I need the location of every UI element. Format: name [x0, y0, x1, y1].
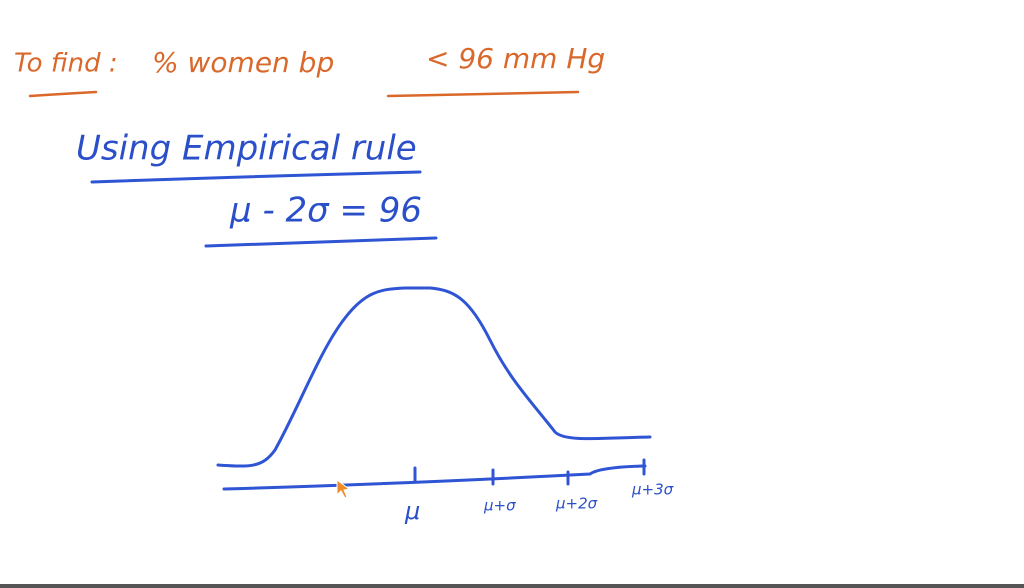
heading-label: To find : [14, 49, 118, 79]
cursor [336, 479, 351, 499]
tick-marks [413, 458, 646, 486]
axis-label: μ+σ [483, 497, 516, 515]
bell-curve [216, 286, 652, 468]
axis-label: μ [404, 497, 420, 525]
heading-text: % women bp [152, 46, 334, 79]
underline [204, 236, 438, 248]
underline [90, 170, 422, 184]
axis-line [222, 464, 647, 491]
heading-condition: < 96 mm Hg [426, 42, 605, 75]
method-equation: μ - 2σ = 96 [229, 191, 422, 231]
axis-label: μ+3σ [631, 481, 674, 499]
bottom-bar [0, 584, 1024, 588]
underline [386, 90, 580, 98]
underline [28, 90, 98, 98]
method-title: Using Empirical rule [76, 129, 417, 169]
axis-label: μ+2σ [555, 495, 598, 513]
